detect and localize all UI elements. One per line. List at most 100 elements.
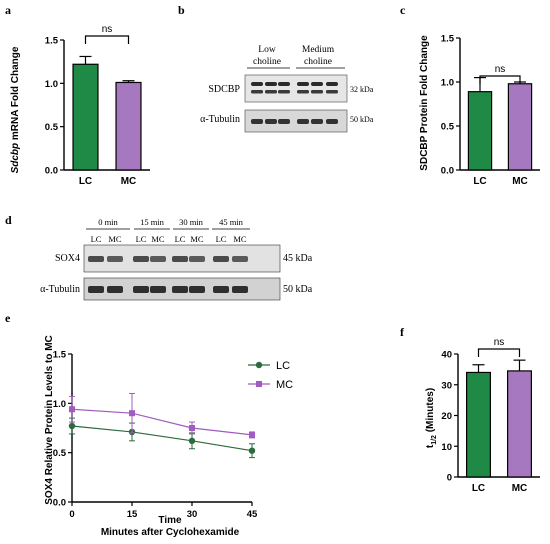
chart-f-y-tick-label: 40 xyxy=(441,350,452,361)
chart-c-significance-label: ns xyxy=(495,64,506,75)
blot-b-band xyxy=(297,90,309,94)
chart-a: 0.0 0.5 1.0 1.5 LC MC ns xyxy=(45,24,150,187)
blot-d-lane-label: LC xyxy=(216,234,227,244)
chart-e-point-mc xyxy=(69,406,75,413)
panel-label-e: e xyxy=(5,311,11,325)
panel-label-d: d xyxy=(5,213,12,227)
blot-b-group1-line2: choline xyxy=(253,57,281,67)
blot-b-band xyxy=(251,119,263,124)
blot-b-band xyxy=(265,119,277,124)
blot-b-band xyxy=(251,82,263,86)
blot-b-tubulin-image xyxy=(244,109,348,133)
chart-c-y-tick-label: 1.5 xyxy=(441,34,455,45)
blot-d-row2-kda: 50 kDa xyxy=(283,284,313,295)
blot-d-lane-label: LC xyxy=(91,234,102,244)
chart-c-bar-lc xyxy=(467,91,493,171)
chart-e-legend-marker-mc xyxy=(256,381,262,387)
chart-a-y-tick-label: 1.5 xyxy=(45,36,59,47)
chart-e-point-mc xyxy=(249,431,255,438)
chart-e-y-tick-label: 0.0 xyxy=(53,498,66,509)
chart-c-y-tick-label: 0.0 xyxy=(441,166,454,177)
blot-b-band xyxy=(265,82,277,86)
chart-a-x-tick-label: MC xyxy=(121,176,137,187)
blot-d-lane-label: MC xyxy=(108,234,122,244)
chart-e-point-lc xyxy=(68,422,76,430)
chart-a-y-tick-label: 0.0 xyxy=(45,166,58,177)
chart-e-point-mc xyxy=(189,425,195,431)
chart-c-y-tick-label: 1.0 xyxy=(441,78,454,89)
chart-f-significance-label: ns xyxy=(494,337,505,348)
chart-e-x-tick-label: 0 xyxy=(69,509,74,520)
chart-a-significance-label: ns xyxy=(102,24,113,35)
blot-b-band xyxy=(326,90,338,94)
chart-e-y-tick-label: 1.0 xyxy=(53,399,66,410)
chart-f-y-tick-label: 10 xyxy=(441,442,452,453)
blot-b-band xyxy=(311,119,323,124)
blot-d-lane-label: LC xyxy=(175,234,186,244)
blot-d-band xyxy=(172,286,188,293)
blot-b-band xyxy=(251,90,263,94)
blot-d-band xyxy=(172,256,188,262)
blot-d-band xyxy=(133,286,149,293)
panel-label-a: a xyxy=(5,3,11,17)
chart-e-x-tick-label: 30 xyxy=(187,509,198,520)
chart-a-significance-bracket xyxy=(84,35,130,44)
blot-b-row1-kda: 32 kDa xyxy=(350,85,374,94)
blot-d-row2-label: α-Tubulin xyxy=(40,284,80,295)
chart-e-series-line-lc xyxy=(71,425,253,452)
blot-b-band xyxy=(297,82,309,86)
chart-a-y-tick-label: 0.5 xyxy=(45,122,59,133)
blot-d-lane-label: MC xyxy=(233,234,247,244)
chart-e-legend-label-mc: MC xyxy=(276,379,293,391)
blot-d-lane-label: LC xyxy=(136,234,147,244)
blot-b-band xyxy=(311,90,323,94)
blot-b-row2-kda: 50 kDa xyxy=(350,115,374,124)
blot-d-time-label: 30 min xyxy=(179,217,204,227)
blot-b-group2-line2: choline xyxy=(304,57,332,67)
blot-b-row1-label: SDCBP xyxy=(208,84,240,95)
panel-label-b: b xyxy=(178,3,185,17)
blot-d-lane-label: MC xyxy=(190,234,204,244)
blot-d-band xyxy=(189,286,205,293)
blot-d-band xyxy=(232,256,248,262)
chart-e-series-line-mc xyxy=(71,408,253,436)
chart-f-bar-lc xyxy=(466,371,491,478)
chart-f-bar-mc xyxy=(507,370,532,478)
chart-a-y-tick-label: 1.0 xyxy=(45,79,58,90)
blot-b-row2-label: α-Tubulin xyxy=(200,114,240,125)
chart-f-y-tick-label: 0 xyxy=(447,473,452,484)
blot-d-band xyxy=(88,256,104,262)
chart-c-ylabel: SDCBP Protein Fold Change xyxy=(419,35,430,171)
chart-e-legend-marker-lc xyxy=(255,361,263,369)
blot-b-band xyxy=(265,90,277,94)
blot-b-group1-line1: Low xyxy=(258,45,276,55)
chart-c-x-tick-label: MC xyxy=(512,176,528,187)
chart-e-y-tick-label: 0.5 xyxy=(53,448,67,459)
blot-b-band xyxy=(297,119,309,124)
panel-label-c: c xyxy=(400,3,406,17)
chart-f-y-tick-label: 20 xyxy=(441,411,452,422)
chart-a-x-tick-label: LC xyxy=(79,176,92,187)
chart-e-ylabel: SOX4 Relative Protein Levels to MC xyxy=(44,335,55,505)
blot-d-time-label: 15 min xyxy=(140,217,165,227)
chart-a-bar-lc xyxy=(72,63,99,171)
blot-b-band xyxy=(326,119,338,124)
chart-c-x-tick-label: LC xyxy=(473,176,486,187)
blot-b-band xyxy=(326,82,338,86)
chart-e-x-tick-label: 15 xyxy=(127,509,138,520)
chart-a-ylabel: Sdcbp mRNA Fold Change xyxy=(10,46,21,173)
blot-d-band xyxy=(189,256,205,262)
blot-b-band xyxy=(278,90,290,94)
blot-b-group2-line1: Medium xyxy=(302,45,335,55)
blot-d-time-label: 0 min xyxy=(98,217,118,227)
chart-a-bar-mc xyxy=(115,81,142,171)
blot-d-band xyxy=(107,256,123,262)
blot-d-lane-label: MC xyxy=(151,234,165,244)
chart-e-point-lc xyxy=(248,447,256,454)
chart-f-x-tick-label: LC xyxy=(472,483,485,494)
chart-e: 0.0 0.5 1.0 1.5 0 15 30 45 LC MC xyxy=(53,350,293,521)
chart-e-xlabel-line1: Time xyxy=(158,515,182,526)
chart-e-y-tick-label: 1.5 xyxy=(53,350,67,361)
